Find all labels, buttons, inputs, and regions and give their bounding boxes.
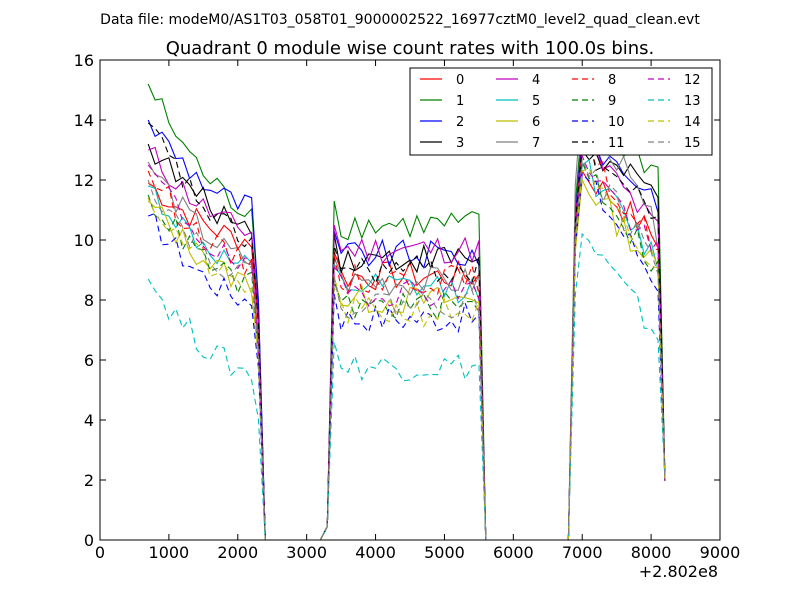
plot-lines: [147, 83, 666, 541]
series-line-13: [147, 232, 666, 541]
legend-label: 1: [456, 94, 464, 109]
legend-label: 13: [684, 94, 701, 109]
chart-title: Quadrant 0 module wise count rates with …: [166, 38, 655, 59]
x-tick-label: 8000: [631, 543, 672, 562]
x-tick-label: 3000: [286, 543, 327, 562]
y-tick-label: 8: [84, 291, 94, 310]
x-tick-label: 7000: [562, 543, 603, 562]
y-tick-label: 0: [84, 531, 94, 550]
y-tick-label: 16: [74, 51, 94, 70]
y-tick-label: 10: [74, 231, 94, 250]
legend-label: 5: [532, 94, 540, 109]
series-line-1: [147, 83, 666, 541]
legend-label: 11: [608, 136, 625, 151]
x-tick-label: 6000: [493, 543, 534, 562]
legend-box: [409, 67, 713, 156]
series-line-6: [147, 177, 666, 541]
y-tick-label: 12: [74, 171, 94, 190]
legend-label: 10: [608, 115, 625, 130]
series-line-15: [147, 158, 666, 541]
x-tick-label: 4000: [355, 543, 396, 562]
x-tick-label: 9000: [700, 543, 741, 562]
y-tick-label: 14: [74, 111, 94, 130]
legend-label: 7: [532, 136, 540, 151]
legend-label: 3: [456, 136, 464, 151]
legend-label: 15: [684, 136, 701, 151]
series-line-14: [147, 167, 666, 541]
x-tick-label: 5000: [424, 543, 465, 562]
datafile-label: Data file: modeM0/AS1T03_058T01_90000025…: [100, 12, 700, 28]
legend-label: 4: [532, 73, 540, 88]
series-line-8: [147, 144, 666, 541]
x-tick-label: 2000: [217, 543, 258, 562]
series-line-4: [148, 140, 666, 541]
legend-label: 2: [456, 115, 464, 130]
series-line-3: [147, 143, 666, 541]
series-line-9: [147, 161, 666, 541]
legend-label: 8: [608, 73, 616, 88]
legend-label: 9: [608, 94, 616, 109]
x-axis: 0 1000 2000 3000 4000 5000 6000 7000 8000 9000: [95, 60, 740, 562]
legend-label: 0: [456, 73, 464, 88]
y-tick-label: 2: [84, 471, 94, 490]
series-line-5: [148, 158, 666, 541]
series-line-7: [147, 94, 666, 541]
series-line-2: [147, 119, 666, 541]
y-tick-label: 6: [84, 351, 94, 370]
x-tick-label: 0: [95, 543, 105, 562]
x-tick-label: 1000: [149, 543, 190, 562]
y-tick-label: 4: [84, 411, 94, 430]
legend-label: 14: [684, 115, 701, 130]
legend-label: 12: [684, 73, 701, 88]
legend-label: 6: [532, 115, 540, 130]
series-line-12: [147, 155, 666, 541]
x-offset-label: +2.802e8: [639, 562, 718, 581]
series-line-11: [147, 122, 666, 541]
